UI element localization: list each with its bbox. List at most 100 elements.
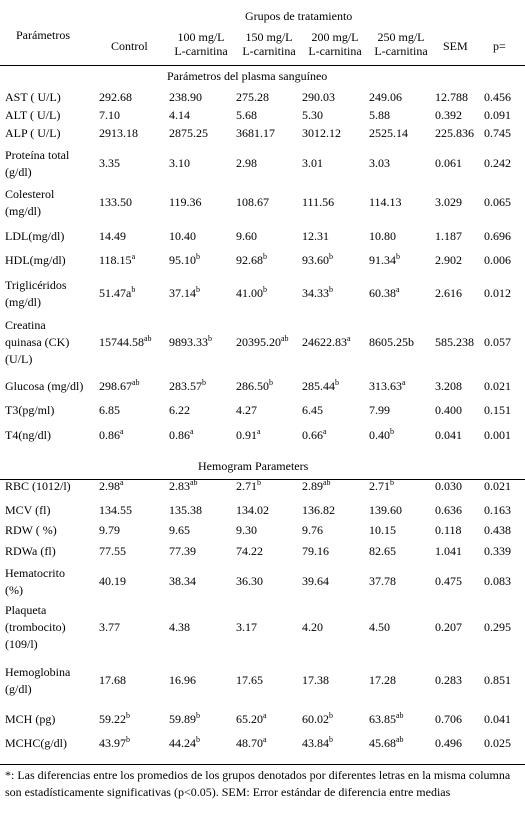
cell-g150: 48.70a bbox=[236, 735, 267, 751]
cell-control: 17.68 bbox=[99, 673, 126, 687]
cell-g250: 10.80 bbox=[369, 229, 396, 243]
header-100: 100 mg/L L-carnitina bbox=[174, 30, 228, 58]
cell-g100: 3.10 bbox=[169, 156, 190, 170]
cell-p: 0.012 bbox=[484, 286, 511, 300]
cell-g150: 9.30 bbox=[236, 523, 257, 537]
cell-g150: 65.20a bbox=[236, 711, 267, 727]
significance-superscript: b bbox=[126, 735, 130, 744]
row-label: LDL(mg/dl) bbox=[5, 229, 65, 243]
significance-superscript: b bbox=[329, 711, 333, 720]
cell-control: 7.10 bbox=[99, 108, 120, 122]
cell-g100: 2875.25 bbox=[169, 126, 208, 140]
cell-g100: 16.96 bbox=[169, 673, 196, 687]
cell-sem: 0.118 bbox=[435, 523, 462, 537]
cell-sem: 1.041 bbox=[435, 544, 462, 558]
cell-sem: 3.208 bbox=[435, 379, 462, 393]
cell-g100: 38.34 bbox=[169, 574, 196, 588]
cell-control: 43.97b bbox=[99, 735, 130, 751]
cell-sem: 0.061 bbox=[435, 156, 462, 170]
significance-superscript: a bbox=[263, 735, 267, 744]
cell-control: 298.67ab bbox=[99, 378, 140, 394]
significance-superscript: b bbox=[196, 735, 200, 744]
cell-g200: 3.01 bbox=[302, 156, 323, 170]
cell-g200: 5.30 bbox=[302, 108, 323, 122]
p-header: p= bbox=[493, 39, 506, 53]
section-plasma: Parámetros del plasma sanguíneo bbox=[167, 69, 328, 83]
cell-g200: 79.16 bbox=[302, 544, 329, 558]
header-250: 250 mg/L L-carnitina bbox=[374, 30, 428, 58]
row-label: Plaqueta (trombocito) (109/l) bbox=[5, 603, 66, 651]
cell-g150: 41.00b bbox=[236, 285, 267, 301]
cell-control: 15744.58ab bbox=[99, 334, 152, 350]
cell-g200: 2.89ab bbox=[302, 478, 331, 494]
header-rule bbox=[0, 65, 525, 66]
significance-superscript: b bbox=[263, 285, 267, 294]
cell-g200: 6.45 bbox=[302, 403, 323, 417]
cell-g250: 63.85ab bbox=[369, 711, 404, 727]
cell-sem: 0.496 bbox=[435, 736, 462, 750]
cell-g200: 136.82 bbox=[302, 503, 335, 517]
cell-control: 134.55 bbox=[99, 503, 132, 517]
cell-g100: 0.86a bbox=[169, 427, 194, 443]
cell-g250: 139.60 bbox=[369, 503, 402, 517]
cell-sem: 2.616 bbox=[435, 286, 462, 300]
significance-superscript: b bbox=[390, 478, 394, 487]
cell-g100: 4.38 bbox=[169, 620, 190, 634]
significance-superscript: ab bbox=[132, 378, 140, 387]
row-label: Hemoglobina (g/dl) bbox=[5, 665, 71, 696]
cell-control: 3.77 bbox=[99, 620, 120, 634]
cell-g150: 2.98 bbox=[236, 156, 257, 170]
cell-p: 0.006 bbox=[484, 253, 511, 267]
cell-g100: 6.22 bbox=[169, 403, 190, 417]
significance-superscript: b bbox=[202, 378, 206, 387]
cell-g200: 3012.12 bbox=[302, 126, 341, 140]
cell-g100: 4.14 bbox=[169, 108, 190, 122]
cell-g250: 91.34b bbox=[369, 252, 400, 268]
significance-superscript: a bbox=[120, 427, 124, 436]
cell-control: 6.85 bbox=[99, 403, 120, 417]
cell-g100: 44.24b bbox=[169, 735, 200, 751]
cell-control: 51.47ab bbox=[99, 285, 136, 301]
significance-superscript: a bbox=[402, 378, 406, 387]
row-label: MCV (fl) bbox=[5, 503, 51, 517]
significance-superscript: b bbox=[269, 378, 273, 387]
cell-sem: 0.392 bbox=[435, 108, 462, 122]
significance-superscript: ab bbox=[396, 735, 404, 744]
cell-p: 0.091 bbox=[484, 108, 511, 122]
cell-g150: 108.67 bbox=[236, 195, 269, 209]
cell-p: 0.025 bbox=[484, 736, 511, 750]
cell-g200: 111.56 bbox=[302, 195, 335, 209]
cell-g150: 20395.20ab bbox=[236, 334, 289, 350]
row-label: AST ( U/L) bbox=[5, 90, 61, 104]
cell-p: 0.745 bbox=[484, 126, 511, 140]
row-label: T3(pg/ml) bbox=[5, 403, 55, 417]
cell-g250: 249.06 bbox=[369, 90, 402, 104]
control-header: Control bbox=[111, 39, 148, 53]
significance-superscript: b bbox=[257, 478, 261, 487]
cell-control: 0.86a bbox=[99, 427, 124, 443]
cell-sem: 3.029 bbox=[435, 195, 462, 209]
cell-p: 0.151 bbox=[484, 403, 511, 417]
cell-sem: 0.283 bbox=[435, 673, 462, 687]
significance-superscript: a bbox=[323, 427, 327, 436]
significance-superscript: ab bbox=[396, 711, 404, 720]
cell-sem: 0.636 bbox=[435, 503, 462, 517]
cell-g100: 135.38 bbox=[169, 503, 202, 517]
cell-g250: 7.99 bbox=[369, 403, 390, 417]
row-label: Colesterol (mg/dl) bbox=[5, 187, 55, 218]
sem-header: SEM bbox=[443, 39, 468, 53]
cell-g200: 60.02b bbox=[302, 711, 333, 727]
cell-g200: 12.31 bbox=[302, 229, 329, 243]
cell-g200: 39.64 bbox=[302, 574, 329, 588]
significance-superscript: ab bbox=[281, 334, 289, 343]
cell-g200: 9.76 bbox=[302, 523, 323, 537]
significance-superscript: b bbox=[131, 285, 136, 294]
row-label: RBC (1012/l) bbox=[5, 479, 71, 493]
cell-g200: 290.03 bbox=[302, 90, 335, 104]
section-hemogram: Hemogram Parameters bbox=[198, 459, 309, 473]
row-label: MCH (pg) bbox=[5, 712, 56, 726]
cell-g250: 60.38a bbox=[369, 285, 400, 301]
cell-g250: 2525.14 bbox=[369, 126, 408, 140]
row-label: HDL(mg/dl) bbox=[5, 253, 66, 267]
cell-g250: 17.28 bbox=[369, 673, 396, 687]
